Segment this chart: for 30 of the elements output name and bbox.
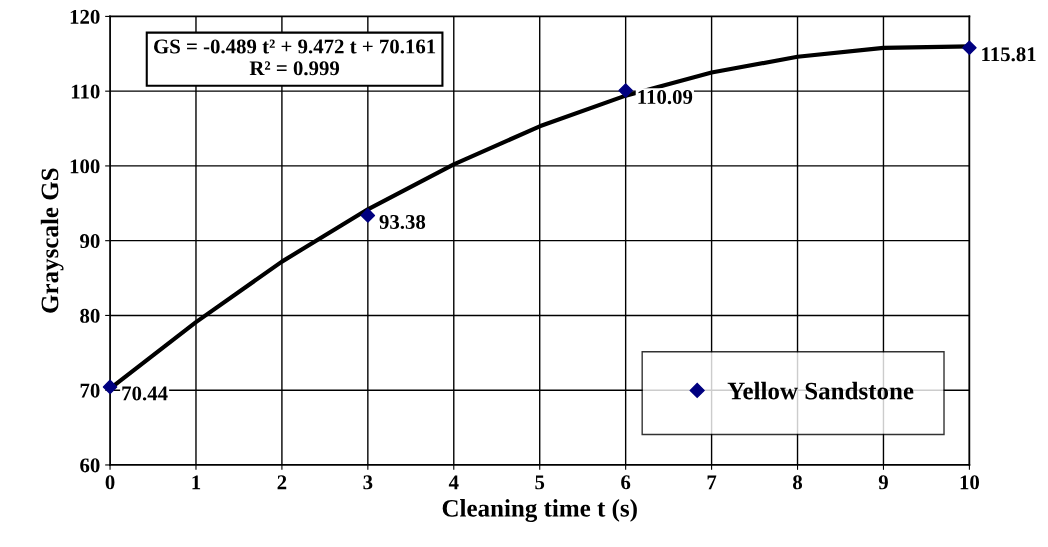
x-tick-label: 3 xyxy=(363,475,373,490)
y-tick-label: 80 xyxy=(80,308,100,323)
x-tick-label: 2 xyxy=(277,475,287,490)
x-tick-label: 10 xyxy=(960,475,980,490)
x-tick-label: 0 xyxy=(105,475,115,490)
x-tick-label: 9 xyxy=(878,475,888,490)
legend-label: Yellow Sandstone xyxy=(727,381,914,400)
x-axis-title: Cleaning time t (s) xyxy=(442,499,637,522)
x-tick-label: 1 xyxy=(192,475,201,490)
data-label: 110.09 xyxy=(638,89,693,105)
point xyxy=(102,379,118,395)
y-tick-label: 60 xyxy=(80,458,100,473)
y-axis-title: Grayscale GS xyxy=(40,168,64,313)
data-label: 70.44 xyxy=(122,386,168,401)
x-tick-label: 6 xyxy=(621,475,631,490)
y-tick-label: 100 xyxy=(70,159,100,174)
x-tick-label: 5 xyxy=(535,475,545,490)
data-label: 93.38 xyxy=(379,214,426,230)
y-tick-label: 70 xyxy=(80,383,100,398)
annotation: GS = -0.489 t² + 9.472 t + 70.161 R² = 0.999 xyxy=(154,39,436,76)
x-tick-label: 8 xyxy=(793,475,803,490)
point xyxy=(360,208,376,223)
data-label: 115.81 xyxy=(982,47,1036,62)
y-tick-label: 120 xyxy=(70,9,100,24)
y-tick-label: 90 xyxy=(80,234,100,249)
y-tick-label: 110 xyxy=(71,84,100,99)
x-tick-label: 7 xyxy=(707,475,717,490)
point xyxy=(618,83,633,98)
x-tick-label: 4 xyxy=(448,475,459,490)
point xyxy=(962,40,977,56)
